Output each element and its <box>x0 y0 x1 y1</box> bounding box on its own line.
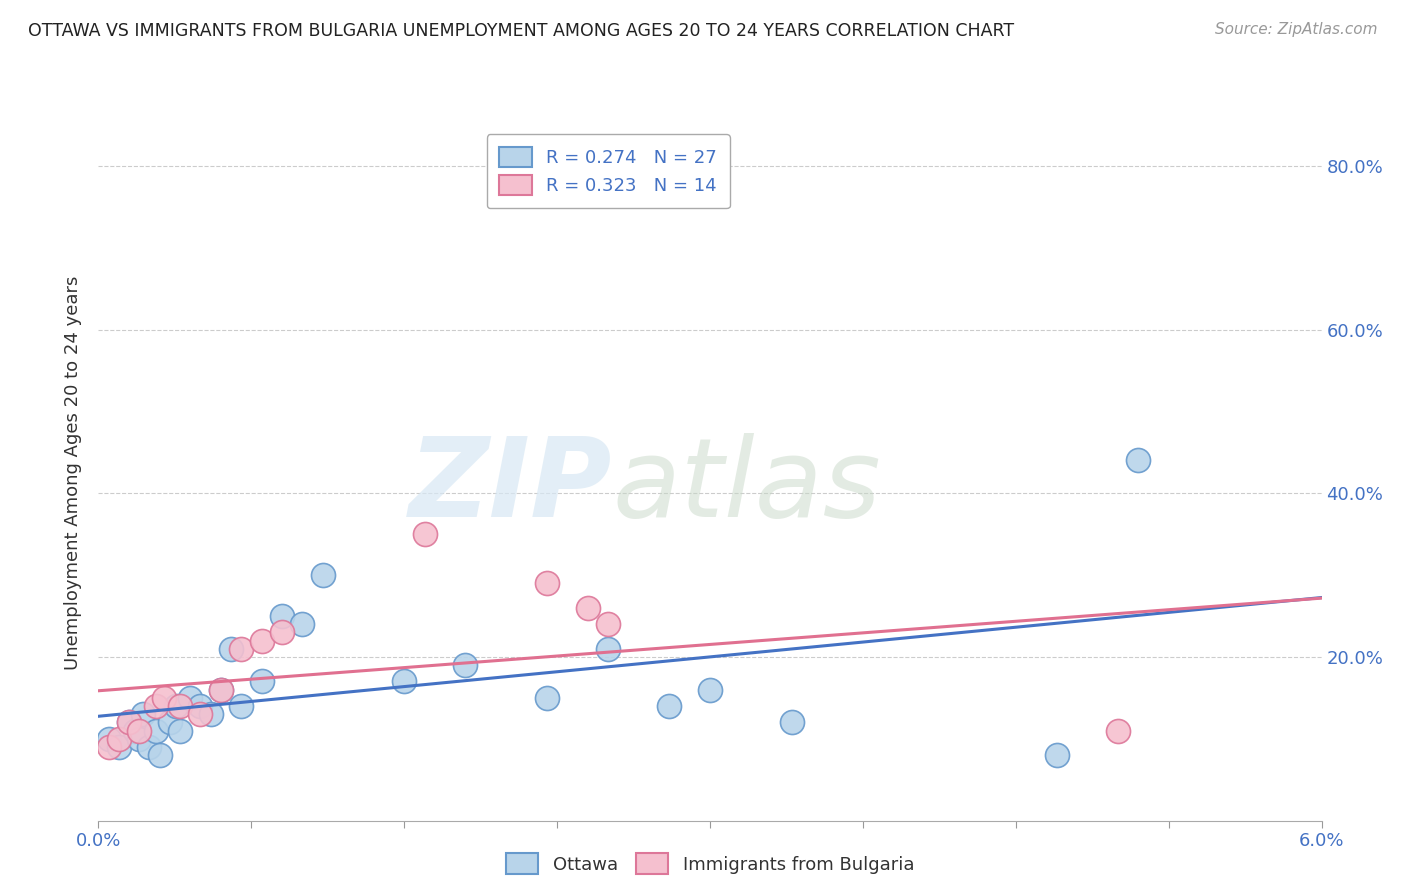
Text: ZIP: ZIP <box>409 434 612 541</box>
Point <box>699 682 721 697</box>
Point <box>159 715 181 730</box>
Point <box>229 699 253 714</box>
Point <box>658 699 681 714</box>
Point <box>576 600 599 615</box>
Point <box>392 674 416 689</box>
Point <box>270 609 292 624</box>
Point <box>169 723 191 738</box>
Text: Source: ZipAtlas.com: Source: ZipAtlas.com <box>1215 22 1378 37</box>
Point <box>188 707 212 722</box>
Point <box>1126 453 1149 467</box>
Point <box>270 625 292 640</box>
Point <box>229 641 253 656</box>
Point <box>188 699 212 714</box>
Point <box>118 715 141 730</box>
Point <box>97 739 120 754</box>
Point <box>250 633 273 648</box>
Point <box>209 682 232 697</box>
Point <box>145 699 167 714</box>
Point <box>200 707 222 722</box>
Point <box>169 699 191 714</box>
Point <box>596 617 619 632</box>
Text: atlas: atlas <box>612 434 880 541</box>
Point <box>138 739 160 754</box>
Point <box>311 568 335 582</box>
Point <box>128 731 150 746</box>
Point <box>145 723 167 738</box>
Point <box>165 699 187 714</box>
Point <box>152 690 174 705</box>
Y-axis label: Unemployment Among Ages 20 to 24 years: Unemployment Among Ages 20 to 24 years <box>65 276 83 670</box>
Point <box>219 641 242 656</box>
Text: OTTAWA VS IMMIGRANTS FROM BULGARIA UNEMPLOYMENT AMONG AGES 20 TO 24 YEARS CORREL: OTTAWA VS IMMIGRANTS FROM BULGARIA UNEMP… <box>28 22 1014 40</box>
Point <box>596 641 619 656</box>
Point <box>1107 723 1129 738</box>
Point <box>250 674 273 689</box>
Point <box>536 690 558 705</box>
Point <box>108 739 131 754</box>
Point <box>1045 748 1067 763</box>
Point <box>132 707 155 722</box>
Point <box>413 527 436 541</box>
Point <box>124 723 146 738</box>
Point <box>209 682 232 697</box>
Point <box>149 748 172 763</box>
Point <box>108 731 131 746</box>
Point <box>291 617 314 632</box>
Point <box>454 658 477 673</box>
Point <box>128 723 150 738</box>
Point <box>536 576 558 591</box>
Point <box>780 715 803 730</box>
Point <box>118 715 141 730</box>
Legend: Ottawa, Immigrants from Bulgaria: Ottawa, Immigrants from Bulgaria <box>499 846 921 881</box>
Point <box>97 731 120 746</box>
Point <box>179 690 201 705</box>
